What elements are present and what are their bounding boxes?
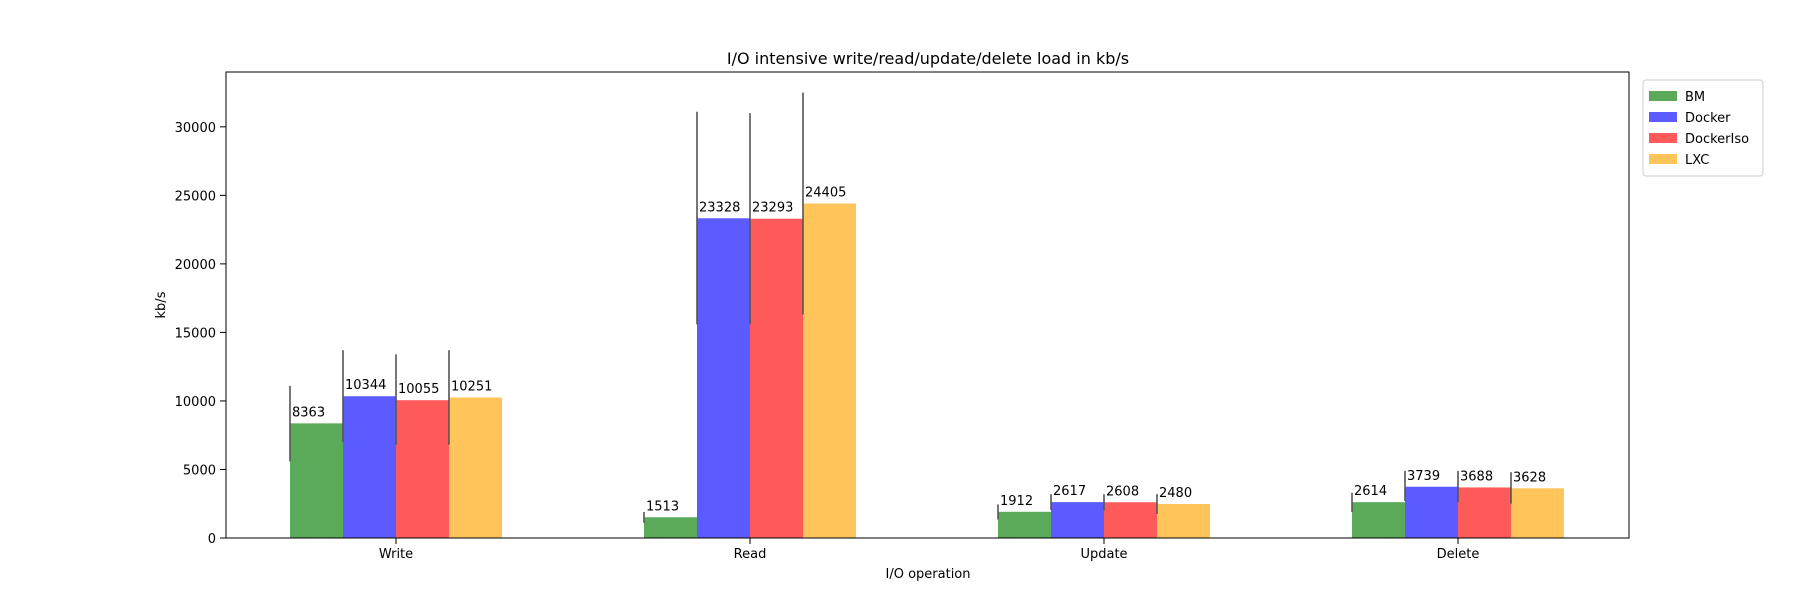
bar-bm — [290, 423, 343, 538]
bar-bm — [998, 511, 1051, 538]
y-tick-label: 5000 — [183, 463, 216, 478]
bar-dockeriso — [396, 400, 449, 538]
bar-lxc — [1157, 504, 1210, 538]
data-label: 2617 — [1053, 484, 1086, 499]
y-tick-label: 15000 — [175, 326, 216, 341]
plot-area: 0 5000 10000 15000 20000 25000 30000 Write Read U… — [175, 92, 1564, 562]
legend-swatch-docker — [1649, 112, 1677, 122]
data-label: 8363 — [292, 405, 325, 420]
bar-docker — [697, 218, 750, 539]
legend-label: LXC — [1685, 153, 1709, 168]
data-label: 1912 — [1000, 494, 1033, 509]
x-axis-label: I/O operation — [886, 567, 971, 582]
bar-dockeriso — [1104, 502, 1157, 538]
legend-swatch-lxc — [1649, 154, 1677, 164]
bar-lxc — [803, 203, 856, 538]
x-tick-label: Delete — [1437, 547, 1480, 562]
bar-bm — [1352, 502, 1405, 538]
data-label: 3628 — [1513, 470, 1546, 485]
data-label: 10344 — [345, 378, 386, 393]
x-tick-label: Read — [734, 547, 767, 562]
y-tick-label: 25000 — [175, 189, 216, 204]
legend-swatch-dockeriso — [1649, 133, 1677, 143]
data-label: 2614 — [1354, 484, 1387, 499]
y-tick-label: 10000 — [175, 395, 216, 410]
data-label: 10251 — [451, 380, 492, 395]
data-label: 23293 — [752, 201, 793, 216]
y-axis-label: kb/s — [154, 291, 169, 318]
bar-lxc — [449, 397, 502, 538]
y-tick-label: 30000 — [175, 121, 216, 136]
plot-frame — [225, 71, 1630, 539]
data-label: 1513 — [646, 499, 679, 514]
y-tick-label: 0 — [208, 532, 216, 547]
legend-label: DockerIso — [1685, 132, 1749, 147]
data-label: 3688 — [1460, 469, 1493, 484]
bar-dockeriso — [1458, 487, 1511, 538]
legend-label: BM — [1685, 90, 1705, 105]
bar-dockeriso — [750, 218, 803, 538]
data-label: 2608 — [1106, 484, 1139, 499]
legend-swatch-bm — [1649, 91, 1677, 101]
data-label: 23328 — [699, 200, 740, 215]
legend-box — [1642, 79, 1764, 177]
legend-label: Docker — [1685, 111, 1731, 126]
data-label: 10055 — [398, 382, 439, 397]
chart-title: I/O intensive write/read/update/delete l… — [727, 49, 1129, 68]
bar-docker — [343, 396, 396, 538]
data-label: 3739 — [1407, 469, 1440, 484]
data-label: 24405 — [805, 186, 846, 201]
bar-docker — [1051, 502, 1104, 538]
bar-lxc — [1511, 488, 1564, 538]
bar-bm — [644, 517, 697, 538]
bar-docker — [1405, 486, 1458, 538]
y-tick-label: 20000 — [175, 258, 216, 273]
data-label: 2480 — [1159, 486, 1192, 501]
x-tick-label: Write — [379, 547, 413, 562]
x-tick-label: Update — [1080, 547, 1127, 562]
legend: BM Docker DockerIso LXC — [1642, 79, 1764, 177]
